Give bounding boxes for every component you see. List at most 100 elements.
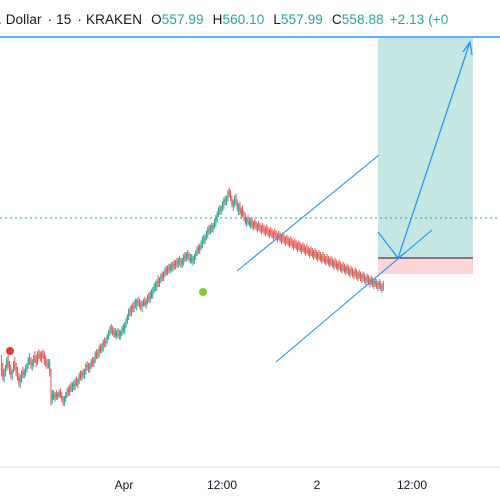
candle-body [43,355,45,361]
candle-body [248,220,250,225]
candle-body [323,257,325,262]
candle-body [191,257,193,262]
candle-body [240,209,242,214]
candle-body [21,372,23,379]
time-axis-tick-label: 12:00 [397,478,427,492]
candle-body [74,380,76,387]
interval[interactable]: 15 [56,11,72,27]
candle-body [113,331,115,334]
candle-body [341,265,343,270]
candle-body [235,197,237,204]
candle-body [322,255,324,258]
candle-body [187,253,189,256]
candle-body [204,236,206,241]
candle-body [177,259,179,264]
candle-body [173,263,175,266]
candle-body [140,304,142,307]
buy-signal-marker [199,288,207,296]
candle-body [85,364,87,371]
candle-body [236,203,238,210]
candle-body [285,238,286,243]
candle-body [368,279,370,284]
candle-body [334,261,336,264]
candle-body [362,275,364,278]
candle-body [12,362,14,371]
candle-body [369,279,371,284]
candle-body [75,380,77,383]
candle-body [34,357,36,359]
time-axis-tick-label: Apr [115,478,134,492]
candle-body [26,364,28,369]
candle-body [193,255,195,260]
candle-body [303,248,305,252]
candle-body [88,366,90,369]
candle-body [372,281,374,286]
candle-body [136,300,138,305]
candle-body [23,370,25,375]
symbol-name[interactable]: . Dollar [0,11,42,27]
candle-body [268,230,270,235]
candle-body [318,253,320,256]
candle-body [122,327,124,330]
candle-body [157,281,159,284]
candle-body [350,269,352,272]
candle-body [231,199,233,206]
candle-body [335,263,337,268]
candle-body [167,267,169,272]
candle-body [3,372,5,377]
candle-body [124,323,126,330]
close-value: 558.88 [341,11,384,27]
candle-body [195,252,197,256]
candle-body [255,224,257,229]
candle-body [130,306,132,313]
candle-body [272,232,274,237]
candle-body [321,255,323,260]
candle-body [90,360,92,365]
candle-body [30,360,32,365]
candle-body [175,261,177,266]
candle-body [11,370,13,375]
candle-body [218,209,219,214]
legend-separator: · [77,11,82,27]
candle-body [109,327,111,332]
candle-body [242,209,244,216]
candle-body [216,213,218,217]
candle-body [256,224,258,229]
candle-body [366,277,368,280]
candle-body [294,242,296,245]
candle-body [62,399,64,402]
candle-body [153,285,155,289]
candle-body [209,226,211,231]
candle-body [226,197,228,202]
candle-body [360,275,362,280]
candle-body [51,394,53,400]
drawings [6,40,473,363]
candle-body [112,329,114,334]
candle-body [126,316,128,321]
candle-body [33,357,35,363]
candle-body [382,285,384,288]
candle-body [377,283,379,288]
candle-body [230,193,232,200]
candle-body [159,279,161,284]
candle-body [262,226,264,229]
candle-body [50,372,52,400]
candle-body [156,281,158,288]
candle-body [38,353,40,356]
candle-body [203,238,205,241]
candle-body [116,331,118,336]
candle-body [224,199,226,202]
candle-body [133,302,135,309]
candle-body [357,273,359,278]
candle-body [211,226,213,229]
candle-body [380,285,382,289]
candle-body [19,378,21,383]
candle-body [92,360,94,363]
candle-body [330,259,332,262]
candle-body [302,246,304,249]
candle-body [146,296,148,301]
time-axis-tick-label: 12:00 [207,478,237,492]
change-value: +2.13 (+0 [389,11,449,27]
candle-body [97,351,99,356]
